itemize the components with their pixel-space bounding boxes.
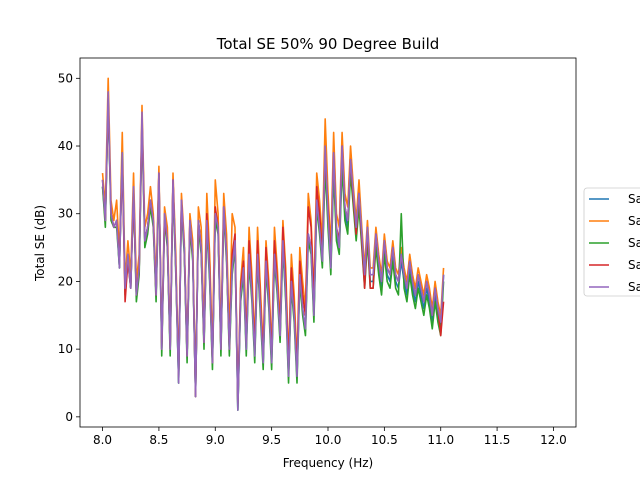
series-group bbox=[101, 77, 445, 411]
x-tick-label: 9.5 bbox=[262, 433, 281, 447]
y-axis-label: Total SE (dB) bbox=[33, 205, 47, 282]
x-tick-label: 9.0 bbox=[206, 433, 225, 447]
y-tick-label: 50 bbox=[58, 71, 73, 85]
y-axis: 0 10 20 30 40 50 bbox=[58, 71, 80, 424]
y-tick-label: 40 bbox=[58, 139, 73, 153]
chart-title: Total SE 50% 90 Degree Build bbox=[216, 35, 440, 53]
x-tick-label: 8.5 bbox=[149, 433, 168, 447]
legend-label-4: Sa bbox=[628, 258, 640, 272]
y-tick-label: 30 bbox=[58, 207, 73, 221]
x-tick-label: 11.0 bbox=[427, 433, 454, 447]
x-tick-label: 11.5 bbox=[484, 433, 511, 447]
legend-label-5: Sa bbox=[628, 280, 640, 294]
x-tick-label: 8.0 bbox=[93, 433, 112, 447]
y-tick-label: 20 bbox=[58, 274, 73, 288]
series-line-5 bbox=[101, 91, 445, 411]
x-tick-label: 10.5 bbox=[371, 433, 398, 447]
legend-label-3: Sa bbox=[628, 236, 640, 250]
y-tick-label: 10 bbox=[58, 342, 73, 356]
x-axis: 8.0 8.5 9.0 9.5 10.0 10.5 11.0 11.5 12.0 bbox=[93, 427, 567, 447]
legend-label-1: Sa bbox=[628, 192, 640, 206]
x-axis-label: Frequency (Hz) bbox=[283, 456, 374, 470]
x-tick-label: 10.0 bbox=[315, 433, 342, 447]
legend: Sa Sa Sa Sa Sa bbox=[583, 187, 640, 297]
legend-box bbox=[583, 187, 640, 297]
x-tick-label: 12.0 bbox=[540, 433, 567, 447]
legend-label-2: Sa bbox=[628, 214, 640, 228]
y-tick-label: 0 bbox=[65, 410, 73, 424]
